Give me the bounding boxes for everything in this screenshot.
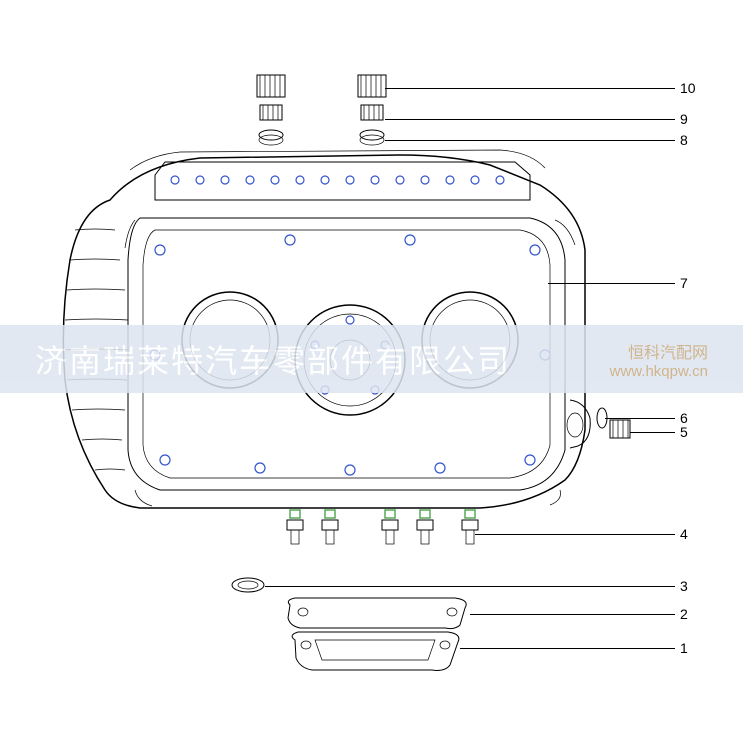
callout-line-3	[265, 586, 675, 587]
washer-part-3	[232, 578, 264, 592]
side-plug	[567, 408, 630, 438]
callout-label-1: 1	[680, 640, 688, 656]
callout-label-10: 10	[680, 80, 696, 96]
callout-label-9: 9	[680, 111, 688, 127]
top-flange	[155, 162, 530, 200]
callout-label-3: 3	[680, 578, 688, 594]
bottom-bolts	[287, 510, 478, 544]
callout-line-9	[385, 119, 675, 120]
callout-line-1	[460, 648, 675, 649]
callout-line-2	[470, 614, 675, 615]
callout-line-6	[605, 418, 675, 419]
gasket-part-2	[288, 598, 466, 629]
callout-line-4	[475, 534, 675, 535]
callout-label-4: 4	[680, 526, 688, 542]
watermark-site: 恒科汽配网 www.hkqpw.cn	[610, 339, 708, 380]
watermark-site-url: www.hkqpw.cn	[610, 363, 708, 380]
watermark-site-name: 恒科汽配网	[628, 339, 708, 363]
callout-label-7: 7	[680, 275, 688, 291]
callout-line-7	[548, 283, 675, 284]
callout-line-5	[630, 432, 675, 433]
cover-part-1	[292, 632, 459, 670]
callout-line-8	[385, 140, 675, 141]
callout-label-5: 5	[680, 424, 688, 440]
callout-label-8: 8	[680, 132, 688, 148]
fitting-top-left	[257, 75, 285, 145]
watermark-company: 济南瑞莱特汽车零部件有限公司	[35, 336, 511, 382]
callout-label-2: 2	[680, 606, 688, 622]
watermark-band: 济南瑞莱特汽车零部件有限公司 恒科汽配网 www.hkqpw.cn	[0, 325, 743, 393]
callout-line-10	[385, 88, 675, 89]
fitting-top-right	[358, 75, 386, 145]
